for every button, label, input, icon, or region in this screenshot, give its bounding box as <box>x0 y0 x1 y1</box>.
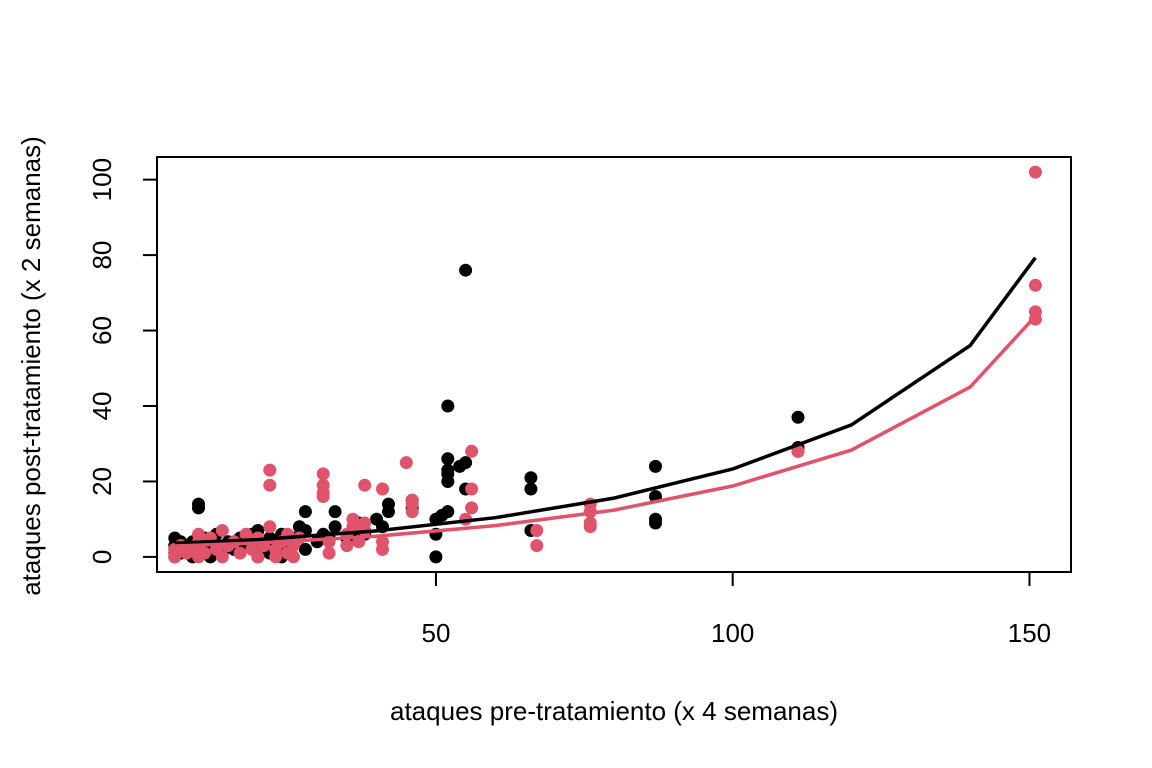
data-point-series-1-13 <box>215 550 229 564</box>
data-point-series-0-52 <box>382 497 395 511</box>
fit-line-series-1 <box>174 315 1037 548</box>
data-point-series-1-14 <box>215 524 229 537</box>
data-point-series-1-69 <box>1028 165 1042 179</box>
y-axis: 0 20 40 60 80 100 <box>87 158 158 564</box>
data-point-series-1-10 <box>198 546 211 560</box>
y-tick-label-80: 80 <box>87 241 117 270</box>
data-point-series-1-20 <box>251 550 265 564</box>
data-point-series-0-43 <box>328 520 342 534</box>
data-point-series-0-62 <box>441 463 455 477</box>
fit-line-series-0 <box>174 256 1037 546</box>
points-layer <box>168 165 1042 564</box>
data-point-series-0-13 <box>192 497 205 511</box>
x-axis: 50 100 150 <box>421 571 1051 648</box>
data-point-series-1-60 <box>530 524 544 537</box>
data-point-series-1-65 <box>791 444 805 458</box>
data-point-series-1-58 <box>465 444 479 458</box>
data-point-series-0-70 <box>524 482 538 496</box>
data-point-series-1-47 <box>358 478 372 492</box>
data-point-series-0-44 <box>328 505 342 519</box>
data-point-series-1-25 <box>263 463 277 477</box>
data-point-series-1-31 <box>287 550 300 564</box>
data-point-series-1-46 <box>358 516 372 530</box>
y-tick-label-100: 100 <box>87 158 117 201</box>
data-point-series-0-55 <box>429 550 443 564</box>
y-tick-label-40: 40 <box>87 392 117 421</box>
data-point-series-1-40 <box>340 539 354 553</box>
y-tick-label-0: 0 <box>87 550 117 564</box>
data-point-series-0-64 <box>441 399 455 413</box>
data-point-series-0-59 <box>441 505 455 519</box>
x-tick-label-100: 100 <box>711 618 754 648</box>
data-point-series-1-56 <box>465 501 479 515</box>
data-point-series-1-17 <box>233 546 247 560</box>
data-point-series-0-39 <box>298 505 312 519</box>
data-point-series-0-71 <box>524 471 538 485</box>
data-point-series-1-43 <box>346 512 360 526</box>
data-point-series-1-37 <box>316 467 330 481</box>
data-point-series-1-49 <box>376 535 389 549</box>
data-point-series-1-24 <box>263 478 277 492</box>
data-point-series-0-75 <box>649 459 662 473</box>
data-point-series-1-36 <box>316 478 330 492</box>
data-point-series-1-54 <box>405 493 419 507</box>
data-point-series-0-73 <box>649 512 662 526</box>
y-axis-label: ataques post-tratamiento (x 2 semanas) <box>16 136 46 596</box>
data-point-series-1-59 <box>530 539 544 553</box>
data-point-series-1-23 <box>263 520 277 534</box>
data-point-series-0-67 <box>459 456 473 470</box>
data-point-series-1-67 <box>1028 305 1042 319</box>
x-tick-label-150: 150 <box>1008 618 1051 648</box>
y-tick-label-60: 60 <box>87 316 117 345</box>
data-point-series-1-62 <box>583 516 597 530</box>
data-point-series-1-50 <box>376 482 389 496</box>
data-point-series-0-78 <box>791 410 805 424</box>
data-point-series-1-51 <box>399 456 413 470</box>
x-axis-label: ataques pre-tratamiento (x 4 semanas) <box>390 696 838 726</box>
x-tick-label-50: 50 <box>421 618 450 648</box>
data-point-series-1-18 <box>239 527 253 541</box>
data-point-series-0-37 <box>298 542 312 556</box>
y-tick-label-20: 20 <box>87 467 117 496</box>
data-point-series-1-9 <box>192 527 205 541</box>
data-point-series-1-68 <box>1028 278 1042 292</box>
data-point-series-0-68 <box>459 263 473 277</box>
data-point-series-1-38 <box>322 546 336 560</box>
data-point-series-1-57 <box>465 482 479 496</box>
fit-lines-layer <box>174 256 1037 548</box>
data-point-series-0-63 <box>441 452 455 466</box>
